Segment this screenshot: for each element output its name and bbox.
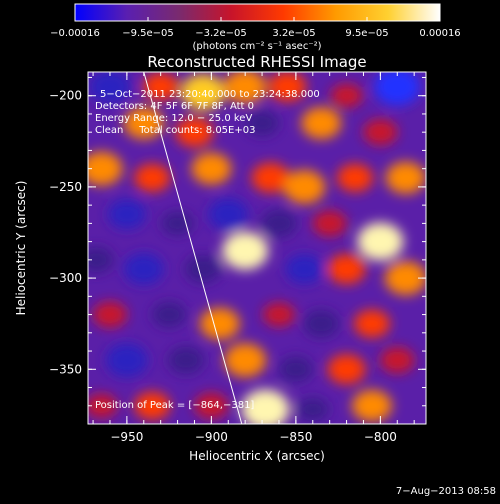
heatmap-blob (301, 107, 342, 140)
heatmap-blob (199, 307, 240, 340)
heatmap-blob (251, 162, 290, 193)
heatmap-blob (260, 209, 297, 238)
heatmap-blob (357, 222, 404, 261)
observation-info: 5−Oct−2011 23:20:40.000 to 23:24:38.000 … (95, 89, 320, 136)
info-time-range: 5−Oct−2011 23:20:40.000 to 23:24:38.000 (100, 89, 320, 100)
heatmap-blobs (88, 72, 426, 424)
heatmap-blob (208, 198, 249, 231)
heatmap-blob (278, 356, 313, 383)
heatmap-blob (327, 253, 366, 284)
y-axis-label: Heliocentric Y (arcsec) (14, 181, 28, 316)
x-axis-label: Heliocentric X (arcsec) (189, 449, 325, 463)
info-energy-range: Energy Range: 12.0 − 25.0 keV (95, 113, 252, 124)
heatmap-blob (312, 210, 347, 237)
x-tick-label: −850 (279, 430, 312, 444)
info-clean-counts: Clean Total counts: 8.05E+03 (95, 125, 255, 136)
heatmap-blob (327, 354, 366, 385)
x-tick-label: −950 (110, 430, 143, 444)
y-tick-label: −350 (49, 362, 82, 376)
colorbar-ticks: −0.00016 −9.5e−05 −3.2e−05 3.2e−05 9.5e−05 0.… (50, 17, 461, 39)
solar-limb-line (143, 72, 243, 424)
colorbar-tick-label: −0.00016 (50, 28, 100, 39)
colorbar-gradient (74, 3, 441, 22)
heatmap-blob (268, 72, 307, 102)
colorbar: −0.00016 −9.5e−05 −3.2e−05 3.2e−05 9.5e−05 0.… (50, 3, 461, 52)
peak-position-label: Position of Peak = [−864,−381] (95, 400, 254, 411)
heatmap-blob (283, 169, 326, 204)
heatmap-blob (142, 72, 179, 101)
heatmap-blob (303, 309, 340, 338)
x-tick-label: −800 (364, 430, 397, 444)
heatmap-blob (134, 163, 171, 192)
colorbar-tick-label: −3.2e−05 (195, 28, 247, 39)
colorbar-unit-label: (photons cm⁻² s⁻¹ asec⁻²) (192, 41, 321, 52)
heatmap-blob (88, 151, 123, 186)
colorbar-tick-label: 0.00016 (419, 28, 460, 39)
heatmap-blob (380, 347, 415, 374)
heatmap-blob (385, 161, 426, 194)
y-tick-label: −200 (49, 89, 82, 103)
colorbar-tick-label: 3.2e−05 (272, 28, 315, 39)
heatmap-blob (224, 343, 267, 378)
plot-area: −950 −900 −850 −800 −200 −250 −300 −350 (49, 71, 427, 444)
heatmap-blob (152, 301, 187, 328)
heatmap-blob (245, 110, 280, 137)
heatmap-blob (191, 152, 232, 185)
heatmap-blob (384, 261, 426, 296)
heatmap-blob (88, 72, 131, 104)
heatmap-blob (222, 231, 269, 270)
heatmap-blob (175, 117, 214, 148)
heatmap-blob (184, 254, 221, 283)
y-tick-label: −250 (49, 180, 82, 194)
heatmap-blob (241, 389, 290, 424)
x-tick-label: −900 (195, 430, 228, 444)
heatmap-blob (92, 301, 127, 328)
heatmap-blob (123, 252, 164, 285)
heatmap-blob (285, 253, 324, 284)
heatmap-blob (363, 119, 398, 146)
heatmap-blob (107, 199, 146, 230)
heatmap-blob (330, 83, 363, 108)
render-timestamp: 7−Aug−2013 08:58 (395, 486, 496, 497)
plot-frame (87, 71, 427, 425)
colorbar-tick-label: 9.5e−05 (345, 28, 388, 39)
heatmap-blob (88, 393, 118, 418)
colorbar-tick-label: −9.5e−05 (122, 28, 174, 39)
heatmap-blob (337, 163, 374, 192)
info-detectors: Detectors: 4F 5F 6F 7F 8F, Att 0 (95, 101, 254, 112)
heatmap-blob (105, 343, 148, 378)
axis-ticks: −950 −900 −850 −800 −200 −250 −300 −350 (49, 72, 426, 444)
heatmap-blob (351, 389, 392, 422)
heatmap-blob (296, 397, 329, 422)
heatmap-blob (224, 72, 267, 104)
heatmap-blob (180, 74, 225, 111)
heatmap-blob (194, 392, 229, 419)
y-tick-label: −300 (49, 271, 82, 285)
heatmap-blob (161, 211, 194, 236)
heatmap-blob (88, 246, 114, 273)
chart-title: Reconstructed RHESSI Image (147, 53, 366, 71)
heatmap-blob (123, 107, 164, 140)
heatmap-blob (134, 391, 171, 420)
heatmap-blob (168, 346, 205, 375)
heatmap-blob (262, 302, 295, 327)
heatmap-blob (374, 72, 421, 106)
heatmap-blob (353, 309, 390, 338)
